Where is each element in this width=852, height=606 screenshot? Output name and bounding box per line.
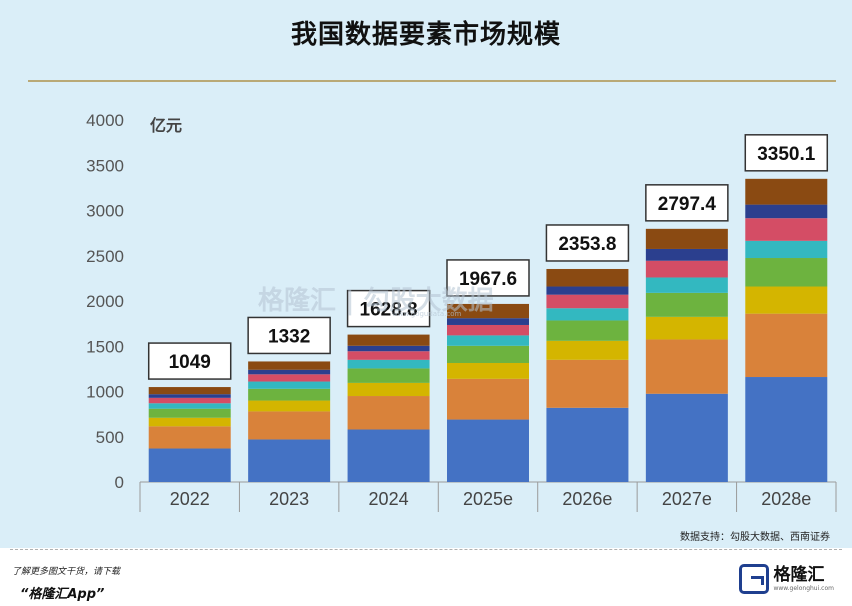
bar-segment-2026e-3 [546,340,629,360]
bar-segment-2026e-6 [546,294,629,309]
download-note: 了解更多图文干货，请下载 [12,567,121,577]
bar-segment-2022-8 [148,387,231,395]
total-label: 1628.8 [360,300,418,321]
bar-segment-2027e-7 [645,248,728,261]
bar-segment-2023-6 [248,374,331,382]
total-label-box [147,342,232,380]
bar-segment-2026e-1 [546,407,629,482]
total-label-box [744,134,829,172]
bar-segment-2028e-3 [745,286,828,314]
x-tick-label: 2023 [269,489,309,509]
total-label-box [645,184,729,222]
bar-segment-2022-7 [148,394,231,398]
bar-segment-2024-6 [347,351,430,360]
bar-segment-2022-4 [148,408,231,418]
bar-segment-2024-3 [347,382,430,397]
bar-segment-2022-5 [148,403,231,409]
y-tick-label: 500 [96,428,124,447]
bar-segment-2022-6 [148,397,231,404]
total-label: 3350.1 [757,144,816,165]
bar-segment-2024-4 [347,368,430,383]
y-tick-label: 2500 [86,247,124,266]
total-label-box [346,289,431,328]
bar-segment-2027e-4 [645,292,728,317]
total-label-box [247,316,331,355]
bar-segment-2027e-5 [645,277,728,293]
x-tick-label: 2022 [170,489,210,509]
y-tick-label: 2000 [86,292,124,311]
total-label-box [446,259,530,297]
y-tick-label: 4000 [86,111,124,130]
total-label-box [545,224,630,262]
stacked-bar-chart: 0 500 1000 1500 2000 2500 3000 3500 4000 亿元 2022 10… [86,111,837,512]
bar-segment-2025e-5 [447,335,529,346]
bar-segment-2025e-2 [447,378,529,420]
y-tick-label: 3000 [86,202,124,221]
brand-url: www.gelonghui.com [773,584,834,592]
chart-title: 我国数据要素市场规模 [290,20,561,50]
x-tick-label: 2024 [369,489,409,509]
bar-segment-2023-5 [248,381,331,389]
x-tick-label: 2026e [562,489,612,509]
total-label: 1049 [169,352,211,373]
bar-segment-2027e-2 [645,339,728,394]
bar-segment-2025e-1 [447,419,529,482]
bar-segment-2023-2 [248,411,331,440]
bar-segment-2025e-4 [447,345,529,363]
logo-icon [739,564,770,594]
y-tick-label: 0 [115,473,124,492]
brand-logo[interactable]: 格隆汇 www.gelonghui.com [739,562,834,596]
bar-segment-2027e-3 [645,316,728,340]
bar-segment-2022-2 [148,426,231,449]
bar-segment-2027e-8 [645,228,728,249]
title-divider [28,80,836,82]
bar-segment-2025e-8 [447,303,529,319]
bar-segment-2023-4 [248,388,331,401]
bar-segment-2027e-6 [645,260,728,278]
bar-segment-2022-3 [148,417,231,427]
bar-segment-2028e-7 [745,204,828,219]
bar-segment-2027e-1 [645,393,728,482]
bar-segment-2028e-5 [745,240,828,259]
bar-segment-2026e-8 [546,268,629,287]
bar-segment-2025e-7 [447,318,529,325]
y-tick-label: 1500 [86,337,124,356]
bar-segment-2023-1 [248,439,331,482]
bar-segment-2024-1 [347,429,430,482]
bar-segment-2024-8 [347,334,430,346]
bar-segment-2023-7 [248,369,331,375]
brand-name: 格隆汇 [773,564,825,585]
bar-segment-2025e-6 [447,324,529,336]
bar-segment-2028e-1 [745,377,828,482]
bar-segment-2026e-4 [546,320,629,341]
bar-segment-2028e-2 [745,313,828,378]
x-tick-label: 2027e [662,489,712,509]
bar-segment-2024-2 [347,396,430,430]
source-note: 数据支持：勾股大数据、西南证券 [680,532,830,543]
app-name[interactable]: “格隆汇App” [20,587,105,602]
bar-segment-2026e-7 [546,286,629,295]
y-tick-label: 3500 [86,156,124,175]
total-label: 1967.6 [459,269,517,290]
x-tick-label: 2025e [463,489,513,509]
footer-divider [10,549,842,550]
bar-segment-2028e-6 [745,218,828,241]
bar-segment-2026e-2 [546,359,629,408]
y-unit-label: 亿元 [150,116,182,135]
bar-segment-2028e-8 [745,178,828,205]
y-tick-label: 1000 [86,383,124,402]
total-label: 2353.8 [558,234,616,255]
bar-segment-2022-1 [148,448,231,482]
bar-segment-2026e-5 [546,308,629,321]
total-label: 2797.4 [658,194,717,215]
x-tick-label: 2028e [761,489,811,509]
bar-segment-2023-3 [248,400,331,412]
bar-segment-2024-7 [347,345,430,352]
bar-segment-2024-5 [347,359,430,369]
bar-segment-2025e-3 [447,362,529,379]
bar-segment-2028e-4 [745,258,828,287]
total-label: 1332 [268,326,310,347]
bar-segment-2023-8 [248,361,331,370]
